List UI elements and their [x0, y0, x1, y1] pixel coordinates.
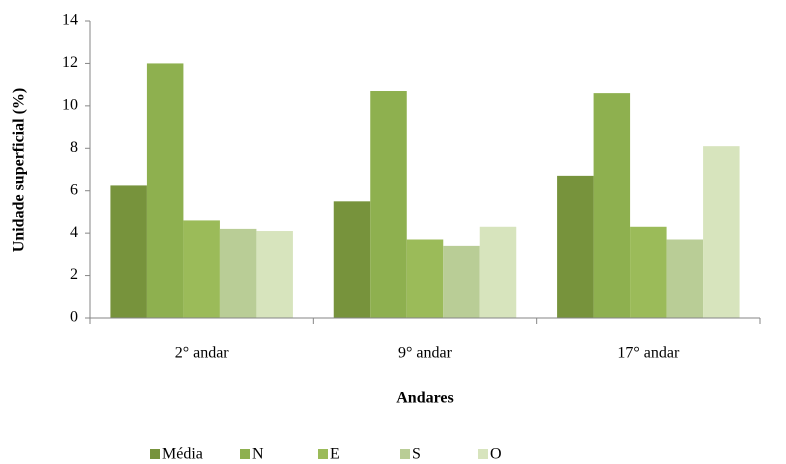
bar: [110, 185, 147, 318]
bar: [146, 63, 184, 318]
bar: [593, 93, 631, 318]
x-tick-label: 17° andar: [617, 345, 680, 362]
y-tick-label: 14: [62, 12, 78, 29]
bar: [183, 220, 220, 318]
bar: [703, 146, 740, 318]
legend-swatch: [478, 449, 488, 459]
x-tick-label: 9° andar: [398, 345, 453, 362]
legend-label: E: [330, 446, 340, 463]
y-tick-label: 4: [70, 224, 78, 241]
legend-label: N: [252, 446, 264, 463]
bar: [370, 91, 407, 318]
legend-label: S: [412, 446, 421, 463]
legend-swatch: [150, 449, 160, 459]
y-axis-label: Unidade superficial (%): [11, 88, 28, 252]
legend-swatch: [400, 449, 410, 459]
x-tick-label: 2° andar: [175, 345, 230, 362]
legend-swatch: [240, 449, 250, 459]
bar: [666, 239, 704, 318]
y-tick-label: 12: [62, 54, 78, 71]
y-tick-label: 2: [70, 266, 78, 283]
x-axis-label: Andares: [396, 390, 454, 407]
bar: [406, 239, 444, 318]
legend-swatch: [318, 449, 328, 459]
bar: [630, 226, 667, 318]
legend-label: O: [490, 446, 502, 463]
y-tick-label: 10: [62, 97, 78, 114]
bar: [333, 201, 371, 318]
bar: [219, 228, 257, 318]
bar: [443, 245, 480, 318]
bar: [256, 231, 293, 318]
y-tick-label: 6: [70, 181, 78, 198]
legend-label: Média: [162, 446, 203, 463]
y-tick-label: 0: [70, 309, 78, 326]
bar: [557, 175, 594, 318]
y-tick-label: 8: [70, 139, 78, 156]
bar: [479, 226, 517, 318]
